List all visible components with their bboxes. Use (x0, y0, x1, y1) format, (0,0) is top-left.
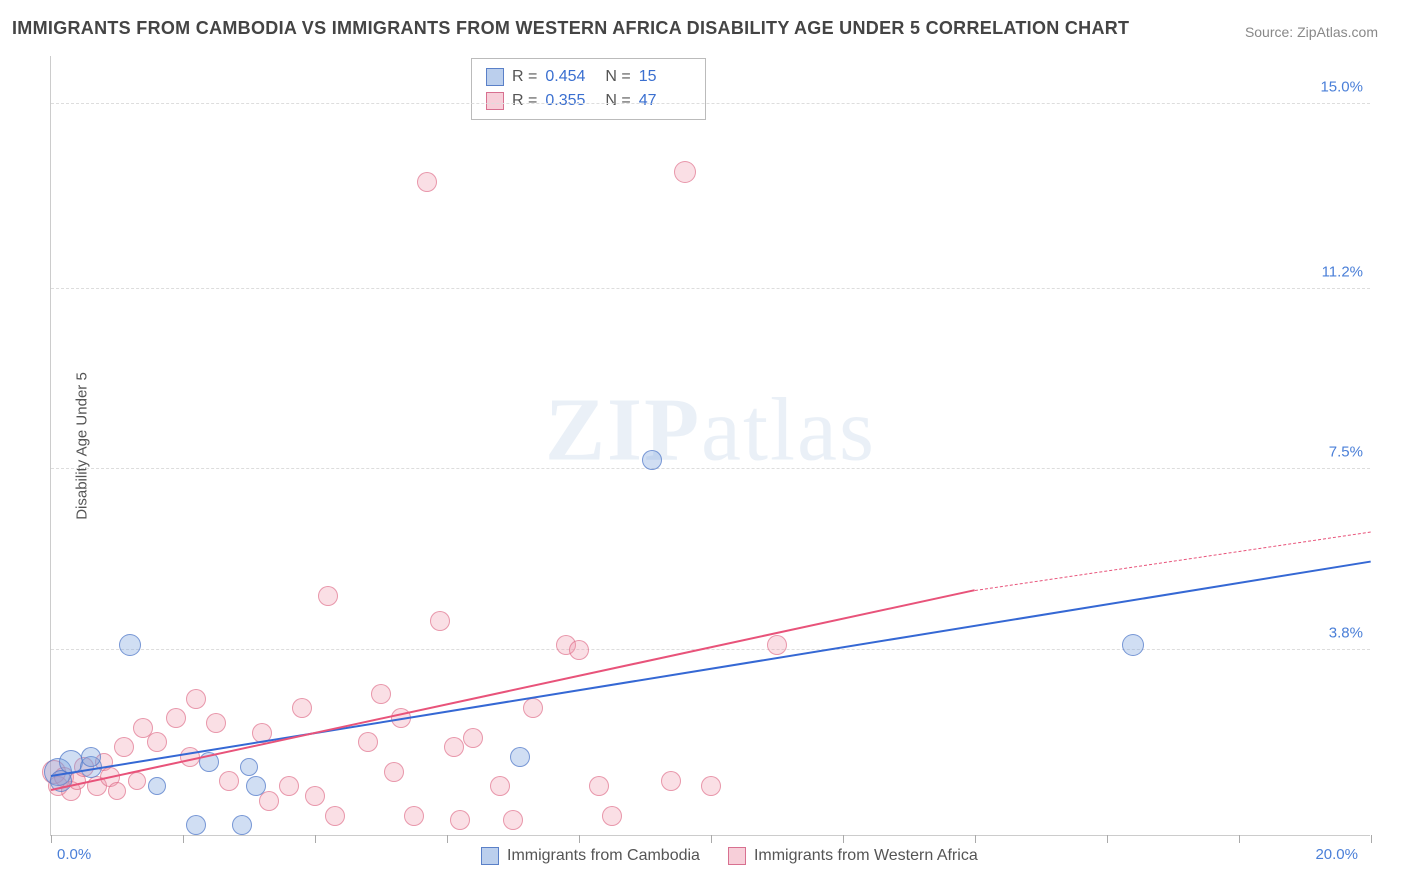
chart-title: IMMIGRANTS FROM CAMBODIA VS IMMIGRANTS F… (12, 18, 1129, 39)
data-point (523, 698, 543, 718)
x-tick (315, 835, 316, 843)
grid-line (51, 103, 1370, 104)
x-tick (183, 835, 184, 843)
data-point (147, 732, 167, 752)
data-point (148, 777, 166, 795)
data-point (246, 776, 266, 796)
n-value: 15 (639, 68, 691, 86)
data-point (318, 586, 338, 606)
data-point (305, 786, 325, 806)
stats-row: R = 0.355 N = 47 (486, 89, 691, 113)
grid-line (51, 468, 1370, 469)
data-point (108, 782, 126, 800)
data-point (589, 776, 609, 796)
r-label: R = (512, 68, 537, 86)
data-point (417, 172, 437, 192)
data-point (404, 806, 424, 826)
data-point (642, 450, 662, 470)
swatch-pink (728, 847, 746, 865)
data-point (430, 611, 450, 631)
data-point (325, 806, 345, 826)
data-point (444, 737, 464, 757)
r-value: 0.454 (545, 68, 597, 86)
data-point (186, 815, 206, 835)
n-label: N = (605, 92, 630, 110)
data-point (114, 737, 134, 757)
data-point (81, 747, 101, 767)
trend-line (975, 532, 1371, 591)
data-point (371, 684, 391, 704)
data-point (232, 815, 252, 835)
watermark: ZIPatlas (545, 378, 876, 481)
data-point (358, 732, 378, 752)
data-point (240, 758, 258, 776)
legend-item: Immigrants from Cambodia (481, 847, 700, 865)
data-point (292, 698, 312, 718)
x-tick (843, 835, 844, 843)
x-tick (579, 835, 580, 843)
data-point (219, 771, 239, 791)
y-tick-label: 7.5% (1329, 444, 1375, 461)
x-tick (1239, 835, 1240, 843)
r-value: 0.355 (545, 92, 597, 110)
x-tick (447, 835, 448, 843)
data-point (602, 806, 622, 826)
data-point (701, 776, 721, 796)
legend-label: Immigrants from Cambodia (507, 847, 700, 865)
legend-item: Immigrants from Western Africa (728, 847, 978, 865)
data-point (384, 762, 404, 782)
data-point (119, 634, 141, 656)
x-tick (1371, 835, 1372, 843)
swatch-pink (486, 92, 504, 110)
series-legend: Immigrants from Cambodia Immigrants from … (481, 847, 978, 865)
grid-line (51, 649, 1370, 650)
x-axis-min-label: 0.0% (57, 846, 91, 863)
x-tick (711, 835, 712, 843)
data-point (490, 776, 510, 796)
y-tick-label: 3.8% (1329, 624, 1375, 641)
stats-legend: R = 0.454 N = 15 R = 0.355 N = 47 (471, 58, 706, 120)
x-tick (975, 835, 976, 843)
scatter-plot: ZIPatlas R =0.454N =15R =0.355N =47 0.0%… (50, 56, 1370, 836)
stats-row: R = 0.454 N = 15 (486, 65, 691, 89)
data-point (128, 772, 146, 790)
y-tick-label: 15.0% (1320, 78, 1375, 95)
data-point (1122, 634, 1144, 656)
n-label: N = (605, 68, 630, 86)
data-point (510, 747, 530, 767)
source-label: Source: ZipAtlas.com (1245, 24, 1378, 40)
data-point (166, 708, 186, 728)
swatch-blue (481, 847, 499, 865)
x-tick (51, 835, 52, 843)
data-point (206, 713, 226, 733)
data-point (279, 776, 299, 796)
x-tick (1107, 835, 1108, 843)
data-point (450, 810, 470, 830)
legend-label: Immigrants from Western Africa (754, 847, 978, 865)
watermark-light: atlas (701, 380, 876, 479)
data-point (661, 771, 681, 791)
data-point (186, 689, 206, 709)
r-label: R = (512, 92, 537, 110)
data-point (767, 635, 787, 655)
watermark-bold: ZIP (545, 380, 701, 479)
swatch-blue (486, 68, 504, 86)
y-tick-label: 11.2% (1322, 264, 1375, 281)
data-point (463, 728, 483, 748)
n-value: 47 (639, 92, 691, 110)
grid-line (51, 288, 1370, 289)
trend-line (51, 560, 1371, 776)
data-point (569, 640, 589, 660)
data-point (674, 161, 696, 183)
x-axis-max-label: 20.0% (1315, 846, 1358, 863)
data-point (503, 810, 523, 830)
